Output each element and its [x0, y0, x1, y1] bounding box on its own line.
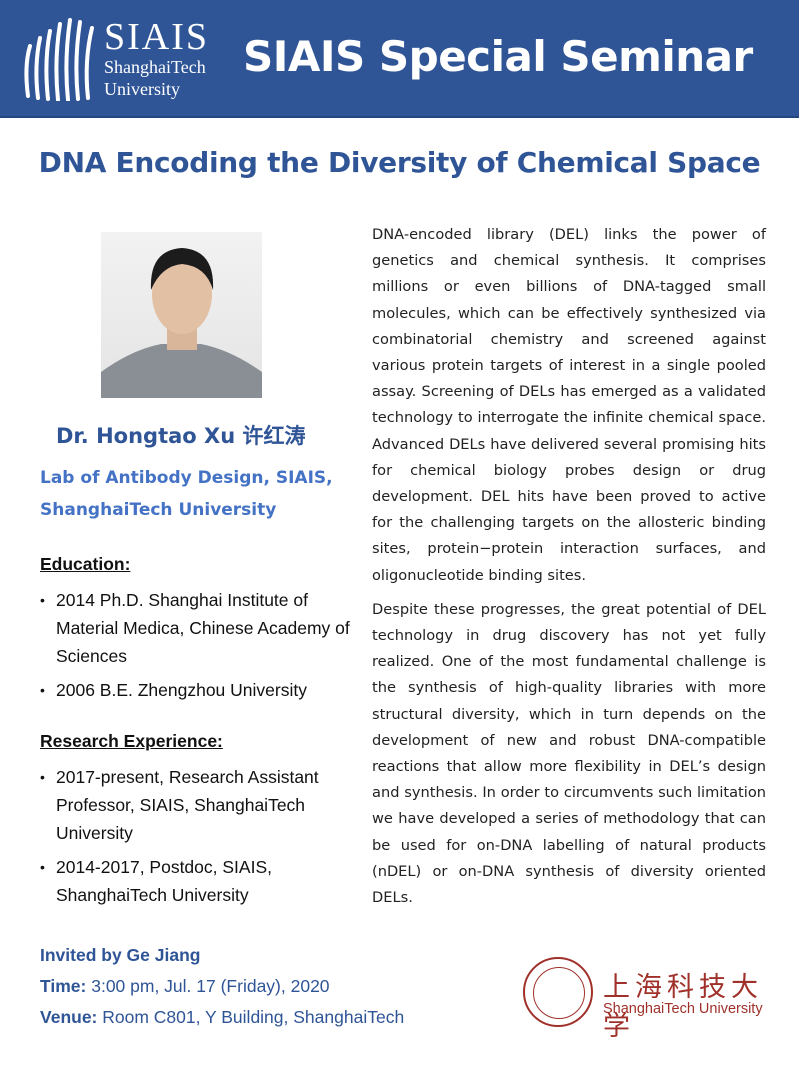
abstract-paragraph: DNA-encoded library (DEL) links the powe… — [372, 226, 766, 584]
logo-line2: University — [104, 79, 180, 99]
abstract-paragraph: Despite these progresses, the great pote… — [372, 600, 766, 907]
time-label: Time: — [40, 976, 87, 996]
siais-logo-icon — [24, 18, 94, 101]
research-item: 2014-2017, Postdoc, SIAIS, ShanghaiTech … — [40, 853, 360, 909]
logo-line1: ShanghaiTech — [104, 57, 206, 77]
header-title: SIAIS Special Seminar — [243, 32, 753, 81]
siais-logo-text: SIAIS ShanghaiTech University — [104, 18, 209, 100]
abstract: DNA-encoded library (DEL) links the powe… — [372, 222, 766, 919]
speaker-affiliation: Lab of Antibody Design, SIAIS, ShanghaiT… — [40, 462, 333, 526]
research-heading: Research Experience: — [40, 731, 223, 751]
venue-label: Venue: — [40, 1007, 98, 1027]
education-list: 2014 Ph.D. Shanghai Institute of Materia… — [40, 586, 360, 710]
logo-siais: SIAIS — [104, 16, 210, 58]
speaker-name: Dr. Hongtao Xu 许红涛 — [56, 424, 306, 448]
university-name-en: ShanghaiTech University — [603, 1001, 763, 1017]
education-item: 2014 Ph.D. Shanghai Institute of Materia… — [40, 586, 360, 670]
university-seal-icon — [523, 957, 593, 1027]
event-time: Time: 3:00 pm, Jul. 17 (Friday), 2020 — [40, 971, 404, 1002]
education-heading: Education: — [40, 554, 131, 574]
header-banner: SIAIS ShanghaiTech University SIAIS Spec… — [0, 0, 799, 118]
event-venue: Venue: Room C801, Y Building, ShanghaiTe… — [40, 1002, 404, 1033]
education-item: 2006 B.E. Zhengzhou University — [40, 676, 360, 704]
affiliation-line1: Lab of Antibody Design, SIAIS, — [40, 468, 333, 488]
research-item: 2017-present, Research Assistant Profess… — [40, 763, 360, 847]
speaker-photo — [101, 232, 262, 398]
time-value: 3:00 pm, Jul. 17 (Friday), 2020 — [86, 976, 330, 996]
research-list: 2017-present, Research Assistant Profess… — [40, 763, 360, 915]
talk-title: DNA Encoding the Diversity of Chemical S… — [38, 146, 761, 179]
event-info: Invited by Ge Jiang Time: 3:00 pm, Jul. … — [40, 940, 404, 1033]
venue-value: Room C801, Y Building, ShanghaiTech — [97, 1007, 405, 1027]
university-name-cn: 上海科技大学 — [603, 972, 763, 1042]
affiliation-line2: ShanghaiTech University — [40, 500, 277, 520]
invited-by: Invited by Ge Jiang — [40, 945, 201, 965]
shanghaitech-logo: 上海科技大学 ShanghaiTech University — [523, 957, 783, 1042]
